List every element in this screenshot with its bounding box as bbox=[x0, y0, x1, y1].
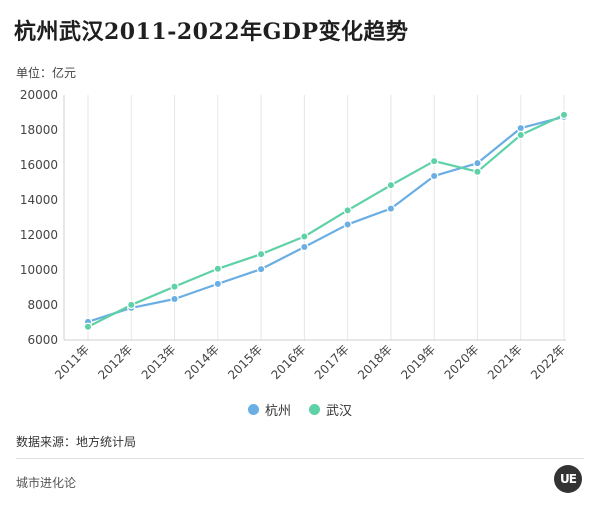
y-tick-label: 12000 bbox=[20, 228, 58, 242]
data-point-wuhan bbox=[127, 300, 136, 310]
chart-legend: 杭州 武汉 bbox=[0, 400, 600, 419]
data-point-hangzhou bbox=[256, 264, 266, 274]
data-point-hangzhou bbox=[170, 294, 179, 304]
x-tick-label: 2016年 bbox=[269, 342, 309, 382]
data-point-wuhan bbox=[213, 264, 223, 273]
y-tick-label: 18000 bbox=[20, 123, 58, 137]
data-point-hangzhou bbox=[343, 220, 352, 229]
x-tick-label: 2018年 bbox=[355, 342, 395, 382]
data-point-wuhan bbox=[386, 180, 396, 190]
y-tick-label: 8000 bbox=[27, 298, 58, 312]
x-tick-label: 2022年 bbox=[528, 342, 568, 382]
x-tick-label: 2013年 bbox=[139, 342, 179, 382]
data-point-wuhan bbox=[473, 167, 482, 176]
y-tick-label: 16000 bbox=[20, 158, 58, 172]
unit-label: 单位：亿元 bbox=[16, 66, 77, 80]
x-tick-label: 2015年 bbox=[225, 342, 265, 382]
series-line-wuhan bbox=[87, 113, 565, 328]
x-tick-label: 2012年 bbox=[95, 342, 135, 382]
data-point-hangzhou bbox=[516, 123, 525, 133]
data-point-hangzhou bbox=[300, 242, 309, 252]
data-point-wuhan bbox=[170, 282, 179, 291]
legend-label-hangzhou: 杭州 bbox=[264, 404, 291, 419]
series-line-hangzhou bbox=[87, 115, 565, 323]
data-point-wuhan bbox=[559, 110, 569, 120]
data-point-wuhan bbox=[429, 156, 439, 166]
legend-item-hangzhou[interactable]: 杭州 bbox=[247, 400, 291, 419]
data-point-wuhan bbox=[516, 130, 525, 140]
data-point-hangzhou bbox=[386, 204, 396, 213]
gdp-line-chart: 6000 8000 10000 12000 14000 16000 18000 20000 20… bbox=[20, 88, 569, 382]
legend-item-wuhan[interactable]: 武汉 bbox=[309, 400, 352, 419]
x-tick-label: 2011年 bbox=[52, 342, 92, 382]
legend-dot-wuhan bbox=[309, 404, 320, 415]
ue-logo: UE bbox=[554, 465, 582, 493]
x-tick-label: 2014年 bbox=[182, 342, 222, 382]
y-tick-label: 10000 bbox=[20, 263, 58, 277]
footer-brand: 城市进化论 bbox=[16, 476, 77, 490]
y-tick-label: 6000 bbox=[27, 333, 58, 347]
data-point-wuhan bbox=[343, 206, 352, 215]
x-tick-label: 2017年 bbox=[312, 342, 352, 382]
data-point-hangzhou bbox=[213, 279, 223, 289]
x-tick-label: 2021年 bbox=[485, 342, 525, 382]
legend-dot-hangzhou bbox=[247, 404, 259, 415]
chart-title: 杭州武汉2011-2022年GDP变化趋势 bbox=[14, 19, 409, 45]
data-source: 数据来源：地方统计局 bbox=[16, 435, 137, 449]
x-tick-label: 2020年 bbox=[442, 342, 482, 382]
data-point-wuhan bbox=[300, 232, 309, 241]
x-tick-label: 2019年 bbox=[398, 342, 438, 382]
data-point-hangzhou bbox=[473, 158, 482, 168]
data-point-hangzhou bbox=[429, 171, 439, 181]
data-point-wuhan bbox=[83, 322, 93, 331]
y-tick-label: 20000 bbox=[20, 88, 58, 102]
y-tick-label: 14000 bbox=[20, 193, 58, 207]
footer-divider bbox=[16, 458, 584, 459]
legend-label-wuhan: 武汉 bbox=[326, 404, 353, 419]
data-point-wuhan bbox=[256, 249, 266, 259]
ue-logo-text: UE bbox=[560, 472, 577, 486]
